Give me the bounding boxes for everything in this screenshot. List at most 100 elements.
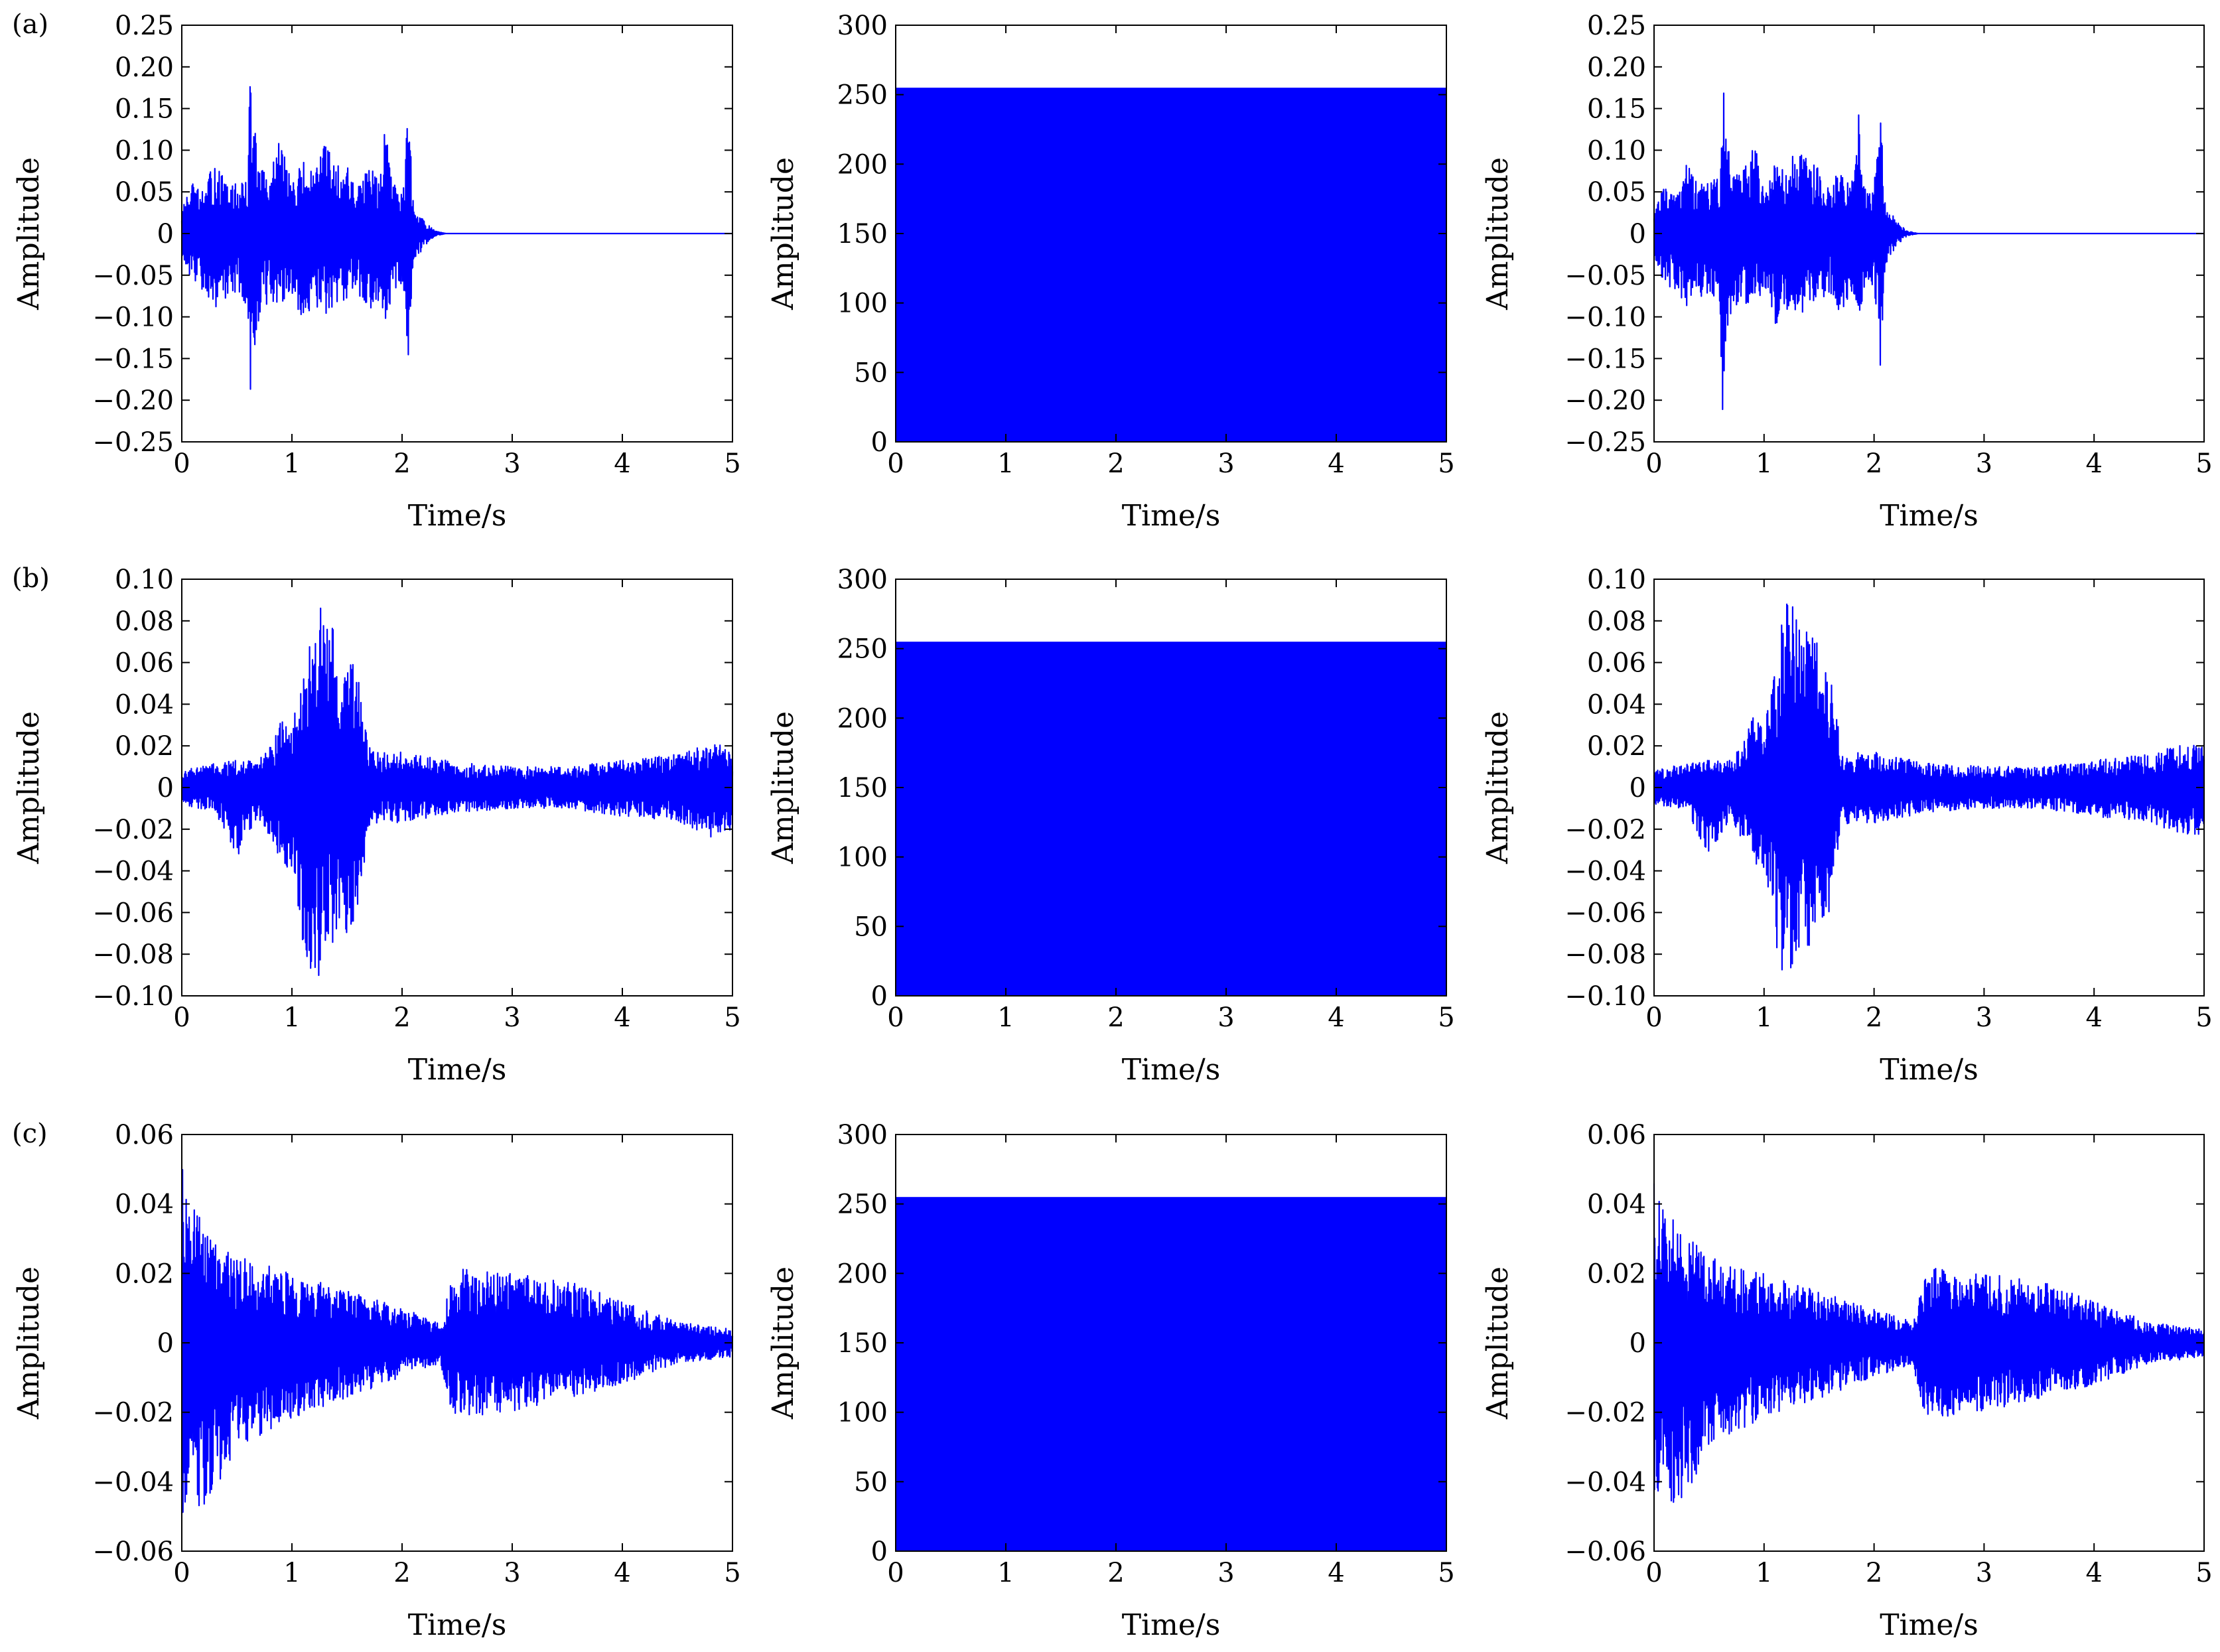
row-label-b: (b) — [12, 563, 50, 594]
y-tick-label: −0.15 — [1564, 344, 1646, 374]
y-tick-label: −0.10 — [92, 981, 174, 1012]
y-axis-label: Amplitude — [12, 1267, 46, 1420]
y-tick-label: 0 — [157, 219, 174, 249]
x-tick-label: 1 — [1756, 1002, 1772, 1033]
y-tick-label: −0.05 — [1564, 261, 1646, 291]
chart-c1: 0 1 2 3 4 5 −0.06 −0.04 −0.02 0 0.02 0.04 0.06 Time/s… — [12, 1120, 741, 1642]
x-tick-label: 4 — [2085, 1558, 2102, 1588]
x-tick-label: 1 — [283, 1002, 300, 1033]
x-axis-label: Time/s — [408, 499, 507, 533]
x-tick-label: 4 — [2085, 448, 2102, 479]
x-tick-label: 4 — [1328, 1002, 1344, 1033]
signal-line-b3 — [1653, 603, 2205, 971]
y-tick-label: −0.04 — [92, 1467, 174, 1497]
x-tick-label: 0 — [887, 1002, 904, 1033]
x-tick-label: 3 — [1976, 1558, 1992, 1588]
x-tick-label: 5 — [2195, 1002, 2212, 1033]
y-tick-label: −0.08 — [1564, 939, 1646, 970]
y-tick-label: 100 — [837, 1398, 888, 1428]
y-tick-label: 0.02 — [115, 1259, 174, 1289]
y-tick-label: 200 — [837, 703, 888, 734]
x-tick-label: 3 — [1217, 448, 1234, 479]
y-tick-label: −0.06 — [1564, 898, 1646, 928]
y-tick-label: 0.20 — [115, 52, 174, 83]
signal-line-c3 — [1653, 1183, 2205, 1503]
chart-b3: 0 1 2 3 4 5 −0.10 −0.08 −0.06 −0.04 −0.02 0 0.02 0.04… — [1481, 565, 2213, 1087]
x-tick-label: 3 — [1217, 1558, 1234, 1588]
y-tick-label: 0 — [871, 427, 888, 458]
y-tick-label: 300 — [837, 11, 888, 41]
y-tick-label: 200 — [837, 149, 888, 180]
signal-line-a1 — [180, 86, 733, 390]
panels: 0 1 2 3 4 5 −0.25 −0.20 −0.15 −0.10 −0.05 0 0.05 0.10… — [12, 11, 2213, 1642]
fill-area-a2 — [896, 88, 1446, 442]
y-axis-label: Amplitude — [766, 157, 800, 310]
y-tick-label: −0.04 — [92, 857, 174, 887]
y-tick-label: −0.10 — [1564, 303, 1646, 333]
y-tick-label: 0.05 — [1587, 177, 1646, 208]
x-tick-label: 5 — [1438, 1558, 1454, 1588]
y-axis-label: Amplitude — [766, 711, 800, 864]
y-tick-label: 250 — [837, 1190, 888, 1220]
chart-a1: 0 1 2 3 4 5 −0.25 −0.20 −0.15 −0.10 −0.05 0 0.05 0.10… — [12, 11, 741, 533]
x-axis-label: Time/s — [1880, 499, 1978, 533]
y-tick-label: 0 — [157, 1328, 174, 1359]
x-tick-label: 1 — [283, 448, 300, 479]
x-tick-label: 3 — [1976, 1002, 1992, 1033]
y-tick-label: 300 — [837, 565, 888, 595]
x-axis-label: Time/s — [1880, 1053, 1978, 1087]
y-tick-label: 0 — [1630, 773, 1646, 803]
x-tick-label: 3 — [504, 448, 520, 479]
y-tick-label: 0.05 — [115, 177, 174, 208]
y-axis-label: Amplitude — [1481, 157, 1515, 310]
x-axis-label: Time/s — [1122, 1053, 1221, 1087]
y-tick-label: 0.10 — [1587, 135, 1646, 166]
y-tick-label: 0.02 — [1587, 731, 1646, 762]
y-tick-label: 0.06 — [115, 648, 174, 679]
x-tick-label: 3 — [504, 1558, 520, 1588]
y-tick-label: −0.06 — [92, 1537, 174, 1567]
y-tick-label: −0.02 — [1564, 815, 1646, 845]
y-tick-label: 0 — [157, 773, 174, 803]
fill-area-b2 — [896, 642, 1446, 996]
y-axis-label: Amplitude — [12, 157, 46, 310]
x-tick-label: 2 — [393, 1558, 410, 1588]
y-tick-label: −0.25 — [92, 427, 174, 458]
y-axis-label: Amplitude — [1481, 711, 1515, 864]
row-label-a: (a) — [12, 9, 48, 40]
y-tick-label: −0.08 — [92, 939, 174, 970]
y-axis-label: Amplitude — [12, 711, 46, 864]
y-tick-label: 250 — [837, 634, 888, 665]
y-tick-label: 0.04 — [1587, 689, 1646, 720]
y-tick-label: 0.04 — [115, 1190, 174, 1220]
x-tick-label: 2 — [1107, 1002, 1124, 1033]
x-tick-label: 0 — [1645, 1558, 1662, 1588]
y-tick-label: 50 — [854, 1467, 888, 1497]
x-tick-label: 2 — [1866, 1558, 1882, 1588]
y-tick-label: 100 — [837, 843, 888, 873]
x-tick-label: 1 — [1756, 448, 1772, 479]
fill-area-c2 — [896, 1197, 1446, 1551]
y-tick-label: 0.06 — [1587, 1120, 1646, 1150]
signal-line-a3 — [1653, 92, 2205, 411]
x-axis-label: Time/s — [408, 1053, 507, 1087]
row-label-c: (c) — [12, 1119, 48, 1149]
x-tick-label: 1 — [997, 1558, 1014, 1588]
y-tick-label: 200 — [837, 1259, 888, 1289]
x-tick-label: 2 — [393, 448, 410, 479]
y-tick-label: −0.04 — [1564, 1467, 1646, 1497]
y-tick-label: −0.20 — [1564, 385, 1646, 416]
signal-line-b1 — [180, 607, 734, 977]
y-axis-label: Amplitude — [1481, 1267, 1515, 1420]
x-tick-label: 0 — [887, 448, 904, 479]
x-tick-label: 2 — [1866, 1002, 1882, 1033]
y-tick-label: 0 — [1630, 219, 1646, 249]
x-tick-label: 2 — [1107, 1558, 1124, 1588]
x-tick-label: 0 — [1645, 1002, 1662, 1033]
y-tick-label: −0.25 — [1564, 427, 1646, 458]
y-tick-label: −0.10 — [92, 303, 174, 333]
